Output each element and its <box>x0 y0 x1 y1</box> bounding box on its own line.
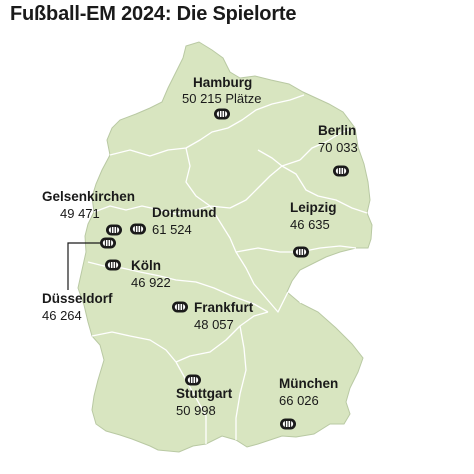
city-name-stuttgart: Stuttgart <box>176 386 233 401</box>
stadium-icon-duesseldorf <box>99 237 117 249</box>
stadium-icon-frankfurt <box>171 301 189 313</box>
city-name-duesseldorf: Düsseldorf <box>42 291 113 306</box>
city-capacity-duesseldorf: 46 264 <box>42 308 82 323</box>
stadium-icon-koeln <box>104 259 122 271</box>
stadium-icon-berlin <box>332 165 350 177</box>
map-title: Fußball-EM 2024: Die Spielorte <box>10 3 297 25</box>
city-capacity-berlin: 70 033 <box>318 140 358 155</box>
duesseldorf-leader-line <box>67 242 100 290</box>
city-capacity-muenchen: 66 026 <box>279 393 319 408</box>
city-name-gelsenkirchen: Gelsenkirchen <box>42 189 135 204</box>
stadium-icon-muenchen <box>279 418 297 430</box>
city-capacity-stuttgart: 50 998 <box>176 403 216 418</box>
city-capacity-frankfurt: 48 057 <box>194 317 234 332</box>
city-name-hamburg: Hamburg <box>193 75 252 90</box>
stadium-icon-leipzig <box>292 246 310 258</box>
stadium-icon-gelsenkirchen <box>105 224 123 236</box>
city-capacity-dortmund: 61 524 <box>152 222 192 237</box>
city-name-leipzig: Leipzig <box>290 200 337 215</box>
city-name-dortmund: Dortmund <box>152 205 217 220</box>
stadium-icon-hamburg <box>213 108 231 120</box>
city-name-berlin: Berlin <box>318 123 356 138</box>
stadium-icon-stuttgart <box>184 374 202 386</box>
city-name-muenchen: München <box>279 376 338 391</box>
city-name-koeln: Köln <box>131 258 161 273</box>
city-capacity-hamburg: 50 215 Plätze <box>182 91 262 106</box>
city-capacity-leipzig: 46 635 <box>290 217 330 232</box>
stadium-icon-dortmund <box>129 223 147 235</box>
city-name-frankfurt: Frankfurt <box>194 300 254 315</box>
city-capacity-gelsenkirchen: 49 471 <box>60 206 100 221</box>
city-capacity-koeln: 46 922 <box>131 275 171 290</box>
